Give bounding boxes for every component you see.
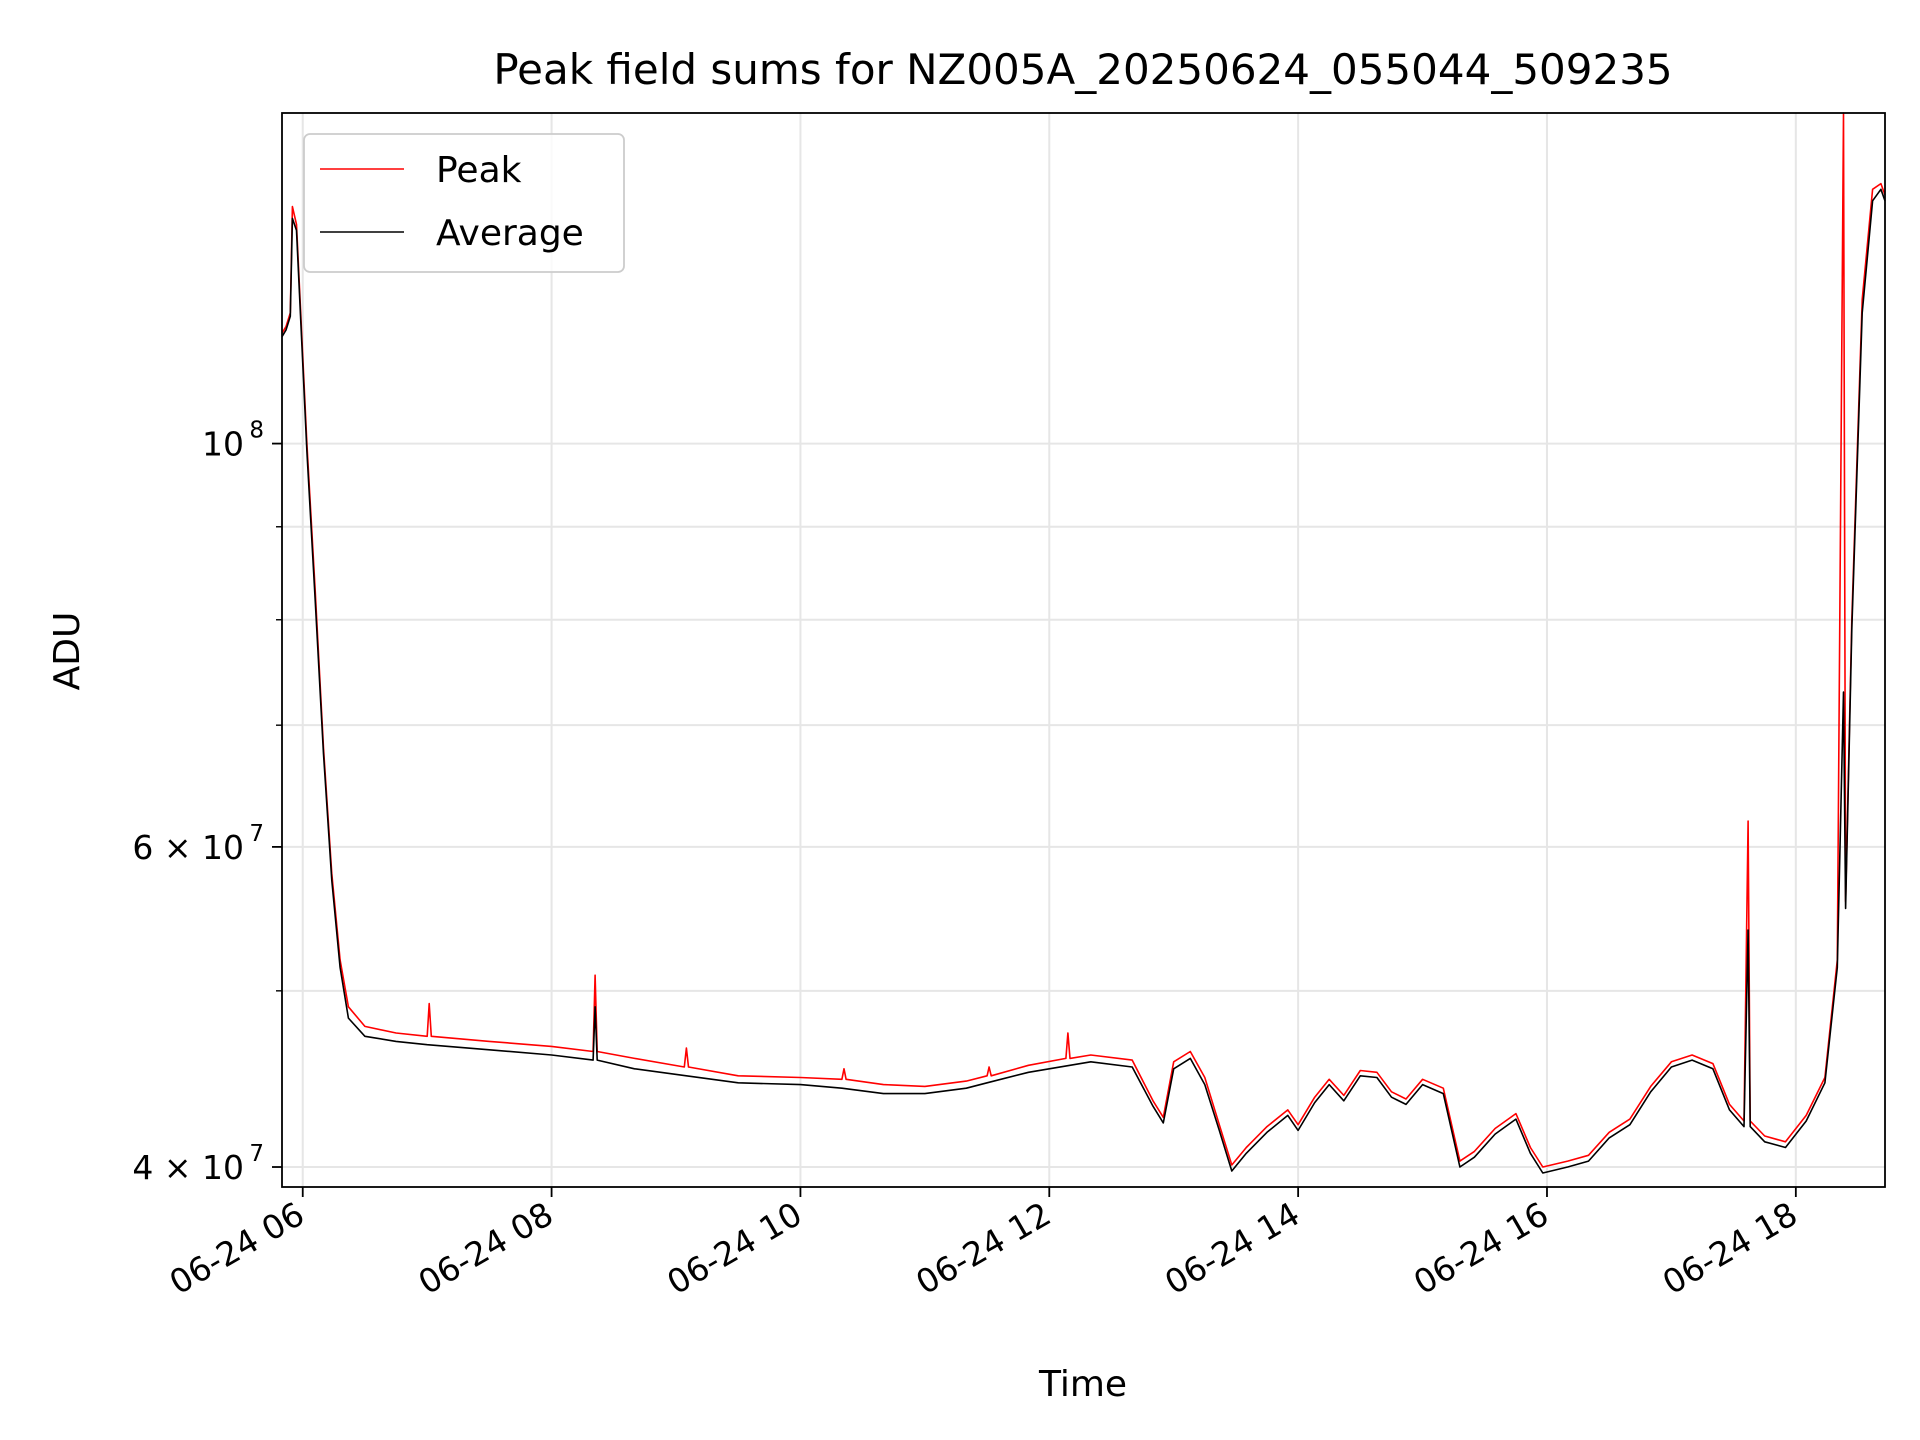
plot-frame bbox=[281, 112, 1886, 1188]
grid bbox=[282, 113, 1885, 1187]
legend: Peak Average bbox=[303, 133, 625, 273]
y-axis-label: ADU bbox=[47, 612, 88, 691]
series-layer bbox=[281, 112, 1886, 1174]
series-line-average bbox=[281, 188, 1886, 1174]
series-line-peak bbox=[281, 112, 1886, 1168]
y-tick-exponent: 8 bbox=[249, 418, 264, 444]
x-axis-label: Time bbox=[1038, 1364, 1127, 1405]
chart-title: Peak field sums for NZ005A_20250624_0550… bbox=[493, 45, 1672, 94]
y-tick-label: 4 × 10 bbox=[132, 1148, 244, 1187]
y-tick-exponent: 7 bbox=[249, 821, 264, 847]
legend-label-peak: Peak bbox=[436, 150, 522, 191]
y-tick-exponent: 7 bbox=[249, 1141, 264, 1167]
legend-label-average: Average bbox=[436, 213, 584, 254]
y-tick-label: 10 bbox=[202, 425, 244, 464]
y-tick-label: 6 × 10 bbox=[132, 828, 244, 867]
